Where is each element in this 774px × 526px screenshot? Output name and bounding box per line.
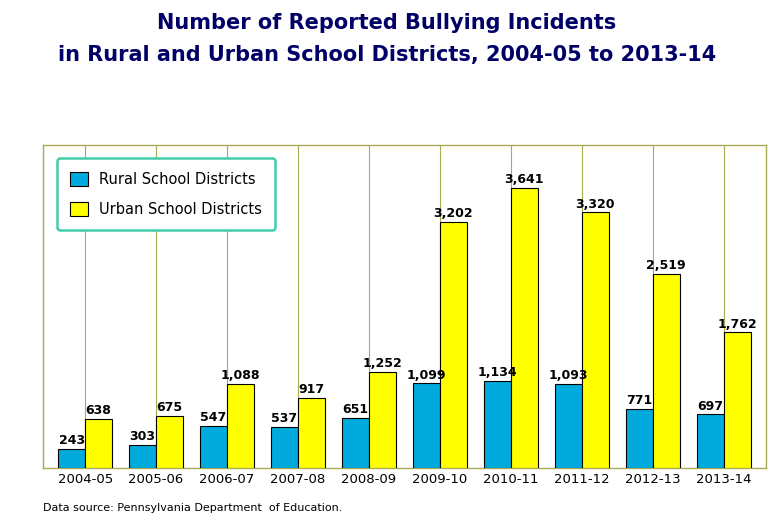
Text: 1,252: 1,252 (362, 357, 402, 370)
Text: 3,202: 3,202 (433, 207, 473, 219)
Legend: Rural School Districts, Urban School Districts: Rural School Districts, Urban School Dis… (57, 158, 276, 230)
Bar (511, 188, 538, 468)
Text: 771: 771 (626, 394, 652, 407)
Bar (440, 221, 467, 468)
Bar (369, 372, 396, 468)
Text: 1,099: 1,099 (406, 369, 446, 381)
Bar (413, 383, 440, 468)
Text: 2,519: 2,519 (646, 259, 686, 272)
Bar (555, 384, 582, 468)
Text: 1,088: 1,088 (221, 369, 260, 382)
Bar (342, 418, 369, 468)
Text: 917: 917 (299, 382, 324, 396)
Bar (271, 427, 298, 468)
Text: 537: 537 (272, 412, 297, 425)
Bar (582, 213, 609, 468)
Bar (227, 385, 254, 468)
Bar (652, 274, 680, 468)
Text: 675: 675 (156, 401, 183, 414)
Text: 651: 651 (342, 403, 368, 416)
Bar (58, 449, 85, 468)
Text: 3,641: 3,641 (505, 173, 544, 186)
Text: 3,320: 3,320 (576, 197, 615, 210)
Text: Number of Reported Bullying Incidents: Number of Reported Bullying Incidents (157, 13, 617, 33)
Text: 1,093: 1,093 (549, 369, 588, 382)
Text: in Rural and Urban School Districts, 2004-05 to 2013-14: in Rural and Urban School Districts, 200… (58, 45, 716, 65)
Bar (85, 419, 112, 468)
Text: 1,762: 1,762 (717, 318, 757, 330)
Text: Data source: Pennsylvania Department  of Education.: Data source: Pennsylvania Department of … (43, 503, 342, 513)
Text: 303: 303 (129, 430, 156, 443)
Text: 1,134: 1,134 (478, 366, 517, 379)
Text: 547: 547 (200, 411, 227, 424)
Bar (298, 398, 325, 468)
Bar (129, 445, 156, 468)
Bar (626, 409, 652, 468)
Bar (484, 381, 511, 468)
Text: 697: 697 (697, 400, 723, 412)
Text: 243: 243 (59, 434, 84, 448)
Bar (200, 426, 227, 468)
Bar (724, 332, 751, 468)
Text: 638: 638 (86, 404, 111, 417)
Bar (156, 416, 183, 468)
Bar (697, 414, 724, 468)
